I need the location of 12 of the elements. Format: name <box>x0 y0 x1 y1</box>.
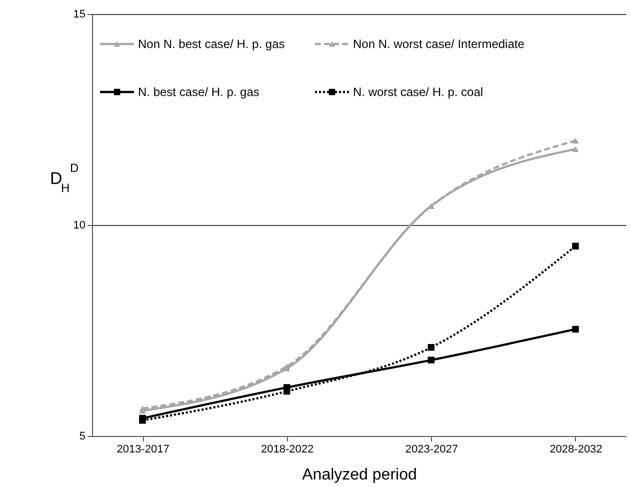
legend-label: Non N. best case/ H. p. gas <box>138 37 285 51</box>
x-tick-label: 2018-2022 <box>261 444 314 456</box>
x-tick-label: 2028-2032 <box>550 444 602 456</box>
y-tick-label: 15 <box>73 8 86 20</box>
x-tick-label: 2023-2027 <box>405 444 458 456</box>
y-tick-label: 5 <box>79 430 86 442</box>
legend-label: N. worst case/ H. p. coal <box>353 85 484 99</box>
legend-label: N. best case/ H. p. gas <box>138 85 260 99</box>
y-tick-label: 10 <box>73 220 86 232</box>
x-axis-title: Analyzed period <box>302 466 417 484</box>
x-tick-label: 2013-2017 <box>116 444 170 456</box>
legend-label: Non N. worst case/ Intermediate <box>353 37 525 51</box>
